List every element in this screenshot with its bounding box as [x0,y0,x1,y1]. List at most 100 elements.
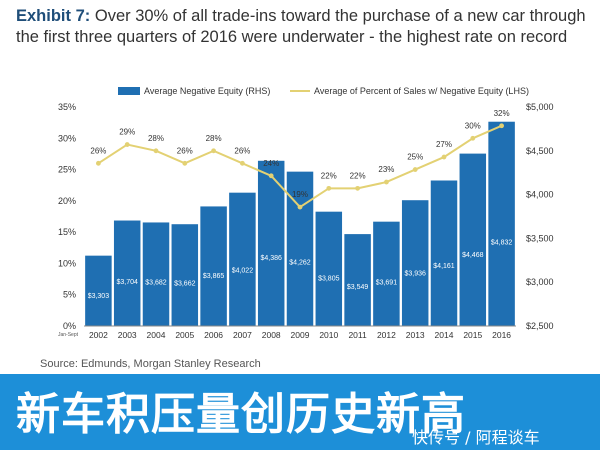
line-data-label: 24% [263,159,279,168]
line-point [441,154,447,160]
x-tick-label: 2004 [147,330,166,340]
x-tick-label: 2015 [463,330,482,340]
bar-data-label: $4,832 [491,239,513,246]
left-axis-tick-label: 30% [58,133,76,143]
bar-data-label: $3,805 [318,275,340,282]
x-tick-label: 2007 [233,330,252,340]
x-tick-label: 2003 [118,330,137,340]
line-data-label: 28% [206,134,222,143]
line-data-label: 25% [407,153,423,162]
x-tick-label: 2010 [319,330,338,340]
bar-data-label: $3,704 [116,279,138,286]
right-axis-tick-label: $5,000 [526,102,554,112]
banner [0,374,600,450]
bar [113,220,141,326]
bar [459,153,487,326]
line-point [182,160,188,166]
x-tick-label: 2005 [175,330,194,340]
line-point [211,148,217,154]
combo-chart: Average Negative Equity (RHS) Average of… [58,86,554,340]
left-axis-tick-label: 5% [63,290,76,300]
bar [430,180,458,326]
bar [229,192,256,326]
line-data-label: 26% [234,146,250,155]
line-point [96,160,101,166]
bar-data-label: $4,262 [289,259,311,266]
legend-bar-swatch [118,87,140,95]
x-tick-label: 2014 [435,330,454,340]
line-data-label: 26% [177,146,193,155]
line-point [326,185,332,191]
banner-headline: 新车积压量创历史新高 [16,389,466,440]
right-axis-tick-label: $4,000 [526,190,554,200]
line-data-label: 23% [378,165,394,174]
bar [401,200,429,326]
bar [315,211,343,326]
watermark-text: 快传号 / 阿程谈车 [412,428,540,447]
bar-data-label: $3,691 [376,279,398,286]
bar-data-label: $3,549 [347,284,369,291]
left-axis-tick-label: 0% [63,321,76,331]
bar-data-label: $4,468 [462,252,484,259]
x-tick-label: 2012 [377,330,396,340]
bar [142,222,170,326]
line-point [124,142,130,147]
left-axis-tick-label: 10% [58,258,76,268]
chart-title: Exhibit 7: Over 30% of all trade-ins tow… [16,6,586,48]
bar [344,234,371,326]
left-axis-tick-label: 20% [58,196,76,206]
line-point [384,179,389,185]
line-data-label: 27% [436,140,452,149]
x-tick-label: 2002 [89,330,108,340]
bar-data-label: $3,682 [145,280,167,287]
line-data-label: 22% [350,171,366,180]
bar-data-label: $4,386 [260,255,282,262]
bar [85,255,112,326]
source-note: Source: Edmunds, Morgan Stanley Research [40,358,261,370]
bar-data-label: $3,865 [203,273,225,280]
bar-data-label: $3,303 [88,293,110,300]
bar [488,121,515,326]
x-tick-label: 2011 [348,330,367,340]
x-tick-label: 2016 [492,330,511,340]
line-point [470,135,476,141]
right-axis-tick-label: $3,500 [526,233,554,243]
bar [200,206,227,326]
bar-data-label: $3,936 [404,271,426,278]
x-tick-label: 2008 [262,330,281,340]
bar [171,224,199,326]
line-data-label: 22% [321,171,337,180]
left-axis-tick-label: 25% [58,165,76,175]
x-tick-label: 2013 [406,330,425,340]
title-text: Over 30% of all trade-ins toward the pur… [16,7,586,46]
chart-legend: Average Negative Equity (RHS) Average of… [118,86,529,96]
line-point [412,167,418,172]
bar [373,221,400,326]
left-axis-tick-label: 35% [58,102,76,112]
bar-data-label: $3,662 [174,280,196,287]
x-tick-label: 2009 [291,330,310,340]
legend-bar-label: Average Negative Equity (RHS) [144,86,270,96]
right-axis-tick-label: $4,500 [526,146,554,156]
line-data-label: 26% [90,146,106,155]
left-axis: 0% 5% 10% 15% 20% 25% 30% 35% [58,102,76,331]
right-axis-tick-label: $2,500 [526,321,554,331]
line-point [355,185,360,191]
right-axis-tick-label: $3,000 [526,277,554,287]
line-point [499,123,504,129]
right-axis: $2,500 $3,000 $3,500 $4,000 $4,500 $5,000 [526,102,554,331]
bar-data-label: $4,161 [433,263,455,270]
line-data-label: 30% [465,121,481,130]
line-series: 26% 29% 28% 26% 28% 26% 24% 19% 22% 22% 23% 25% 27% 3… [90,109,510,210]
bar [257,160,285,326]
x-sublabel: Jan-Sept [58,332,79,338]
line-data-label: 29% [119,128,135,137]
line-data-label: 28% [148,134,164,143]
bar-data-label: $4,022 [232,268,254,275]
line-point [297,204,303,210]
legend-line-label: Average of Percent of Sales w/ Negative … [314,86,529,96]
line-point [268,173,274,179]
exhibit-label: Exhibit 7: [16,7,91,25]
line-point [240,160,245,166]
line-point [153,148,159,154]
